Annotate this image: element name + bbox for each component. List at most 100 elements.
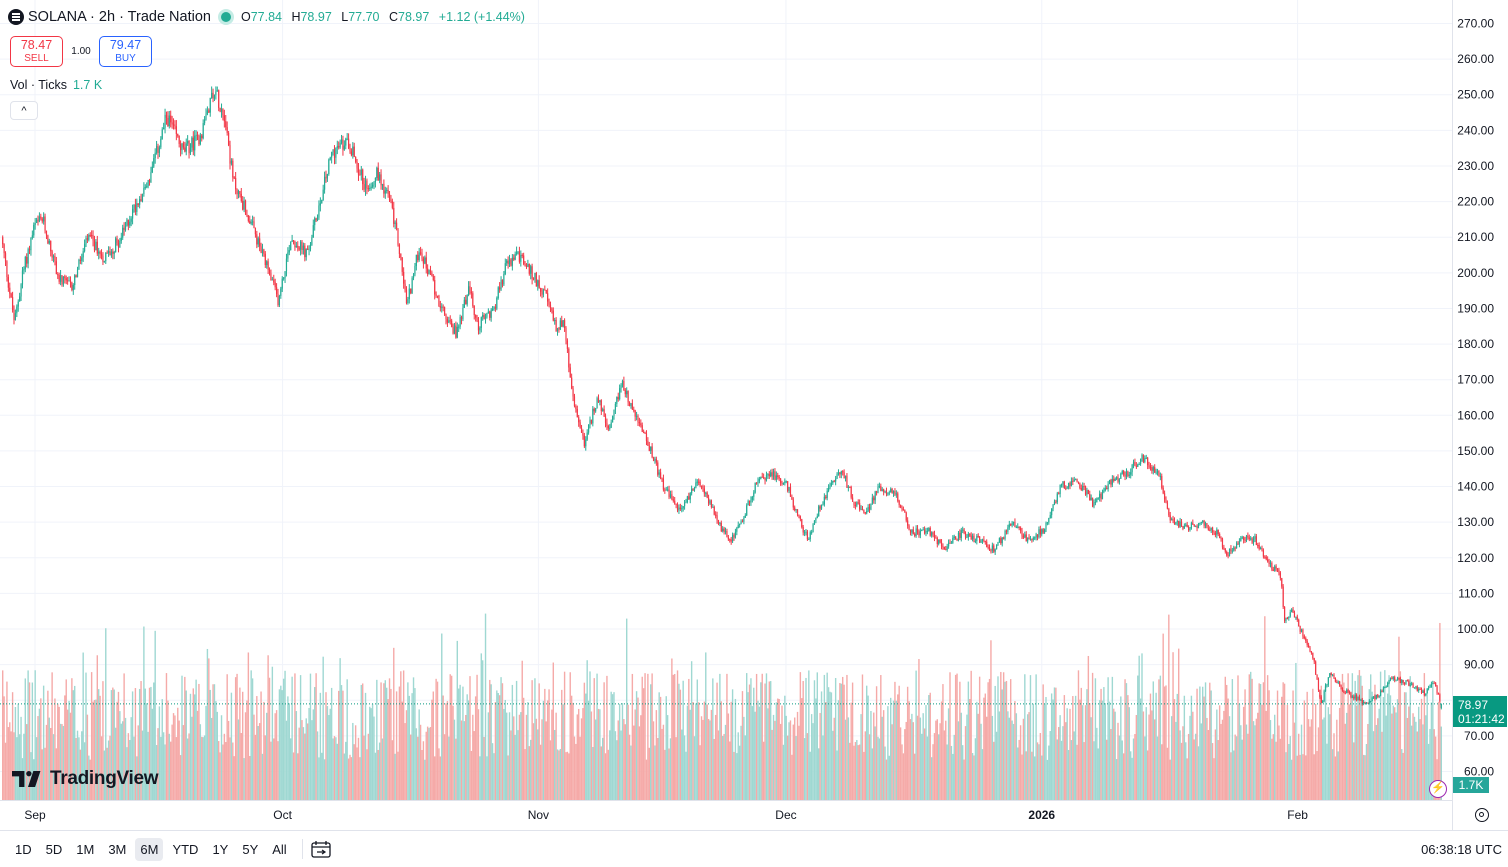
volume-bar [1137,675,1139,800]
range-1m[interactable]: 1M [76,841,95,857]
volume-bar [1152,681,1154,800]
volume-bar [1364,755,1366,800]
volume-bar [585,693,587,800]
volume-bar [37,716,39,800]
candle-body [1226,551,1228,556]
candle-body [397,228,399,245]
volume-bar [873,712,875,800]
volume-bar [126,747,128,800]
symbol-legend[interactable]: SOLANA · 2h · Trade Nation O77.84 H78.97… [8,9,525,25]
candle-body [654,458,656,461]
range-ytd[interactable]: YTD [172,841,199,857]
tradingview-logo[interactable]: TradingView [12,768,159,790]
candle-body [610,422,612,428]
volume-bar [616,740,618,800]
volume-bar [1039,733,1042,800]
range-1d[interactable]: 1D [15,841,32,857]
candle-body [717,520,720,524]
volume-bar [58,706,60,800]
candle-body [918,531,920,536]
volume-bar [243,758,245,800]
candle-body [271,279,273,281]
candle-body [645,433,648,441]
candle-body [1154,467,1156,473]
volume-bar [1028,712,1030,800]
volume-bar [724,724,727,800]
range-6m[interactable]: 6M [135,837,164,861]
candle-body [1401,679,1403,684]
range-5d[interactable]: 5D [45,841,63,857]
range-5y[interactable]: 5Y [242,841,259,857]
lightning-icon[interactable]: ⚡ [1429,780,1447,798]
collapse-legend-button[interactable]: ^ [10,101,38,120]
candle-body [891,488,893,494]
candle-body [674,500,676,504]
volume-bar [1264,616,1266,800]
range-1y[interactable]: 1Y [212,841,229,857]
candle-body [730,539,732,542]
candle-body [1258,545,1260,550]
symbol-title[interactable]: SOLANA · 2h · Trade Nation [28,9,211,25]
volume-bar [410,734,412,800]
volume-bar [1148,714,1150,800]
range-all[interactable]: All [272,841,287,857]
volume-bar [234,677,237,800]
volume-bar [1207,730,1210,800]
volume-bar [923,728,926,800]
candle-body [379,174,381,181]
candle-body [1357,696,1359,701]
candle-body [521,254,523,256]
buy-button[interactable]: 79.47 BUY [99,36,152,67]
volume-bar [1289,736,1291,800]
volume-bar [671,658,673,800]
volume-bar [175,737,178,800]
candle-body [1161,476,1163,488]
candle-body [839,472,841,475]
candle-body [141,194,144,202]
volume-bar [1418,706,1420,800]
candle-body [239,191,241,194]
sell-button[interactable]: 78.47 SELL [10,36,63,67]
volume-bar [554,729,556,800]
volume-bar [79,749,82,800]
candle-body [750,499,752,503]
volume-bar [816,672,818,800]
volume-bar [103,750,106,800]
candle-body [672,499,674,501]
candle-body [1115,477,1118,479]
candle-body [69,280,72,283]
market-open-indicator[interactable] [220,12,231,22]
candle-body [1189,528,1191,531]
candle-body [885,491,888,494]
volume-bar [1360,675,1362,800]
price-chart[interactable]: 60.0070.0080.0090.00100.00110.00120.0013… [0,0,1508,830]
candle-body [1330,673,1332,676]
volume-bar [729,741,731,800]
volume-bar [1313,754,1315,800]
volume-bar [652,721,655,800]
volume-bar [1416,731,1418,800]
volume-bar [938,734,940,800]
volume-bar [330,687,333,800]
candle-body [1029,539,1032,541]
candle-body [127,219,129,226]
volume-bar [299,675,302,800]
volume-bar [1111,676,1114,800]
volume-bar [943,730,946,800]
candle-body [1337,681,1339,683]
volume-bar [264,735,266,800]
price-tick-label: 90.00 [1464,658,1494,672]
candle-body [352,146,354,156]
utc-clock[interactable]: 06:38:18 UTC [1421,841,1502,857]
candle-body [45,230,48,236]
chart-settings-icon[interactable] [1475,808,1489,822]
candle-body [250,221,252,224]
volume-bar [1402,752,1404,800]
candle-body [1158,471,1160,477]
candle-body [572,388,574,397]
candle-body [370,186,372,189]
go-to-date-icon[interactable] [311,840,331,858]
volume-legend[interactable]: Vol · Ticks 1.7 K [10,78,102,92]
volume-bar [594,719,597,800]
range-3m[interactable]: 3M [108,841,127,857]
